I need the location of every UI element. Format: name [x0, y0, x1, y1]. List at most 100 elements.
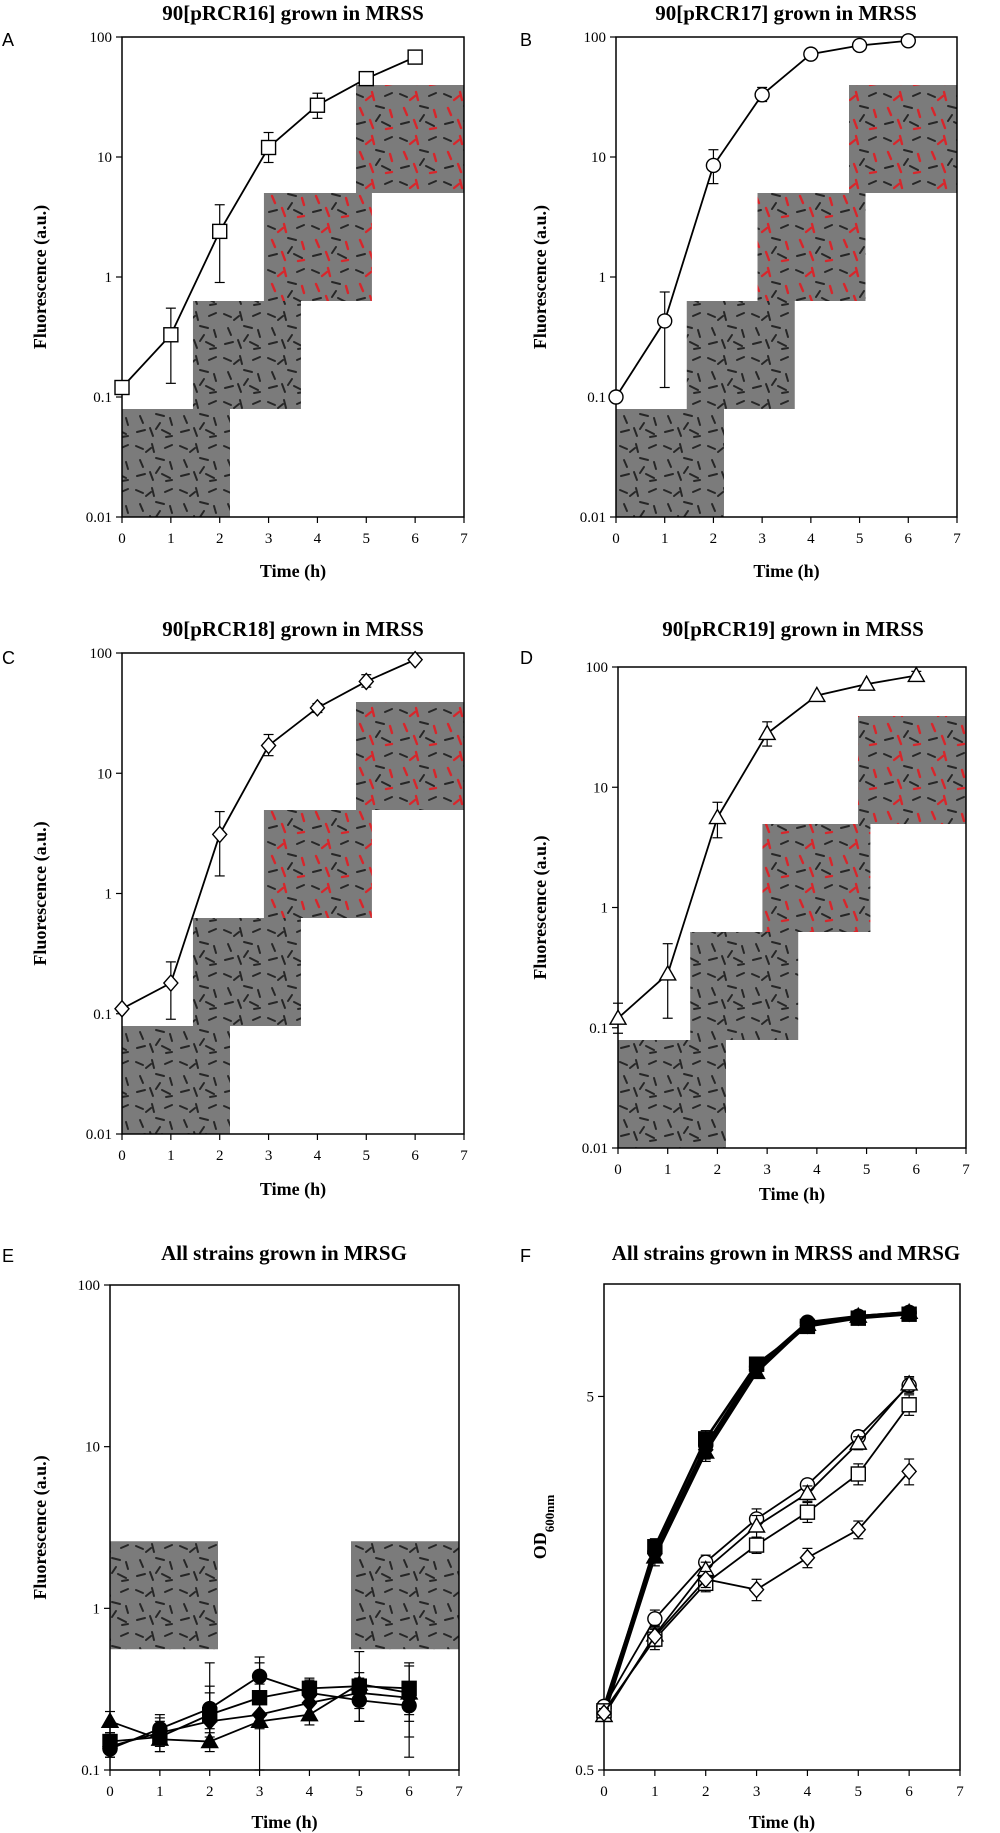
- data-point-diamond: [596, 1704, 612, 1723]
- panel-label: D: [520, 648, 533, 668]
- x-tick-label: 0: [106, 1784, 114, 1800]
- x-tick-label: 3: [265, 1148, 273, 1164]
- data-point-diamond: [901, 1462, 918, 1481]
- x-axis-label: Time (h): [753, 561, 819, 582]
- data-point-triangle: [807, 686, 827, 703]
- data-point-triangle: [658, 964, 677, 981]
- x-tick-label: 6: [905, 531, 913, 547]
- x-tick-label: 3: [763, 1162, 771, 1178]
- x-tick-label: 6: [411, 531, 419, 547]
- micrograph-inset: [618, 1040, 726, 1148]
- y-tick-label: 10: [97, 766, 112, 782]
- series-90[pRCR17]: [608, 33, 916, 405]
- micrograph-inset: [762, 824, 871, 932]
- data-point-circle: [851, 37, 868, 54]
- panel-label: A: [2, 30, 14, 50]
- data-point-diamond: [646, 1544, 663, 1563]
- data-point-diamond: [201, 1712, 218, 1731]
- x-tick-label: 7: [455, 1784, 463, 1800]
- data-point-square: [212, 223, 228, 240]
- data-point-diamond: [351, 1683, 368, 1702]
- x-tick-label: 3: [753, 1784, 761, 1800]
- x-tick-label: 4: [306, 1784, 314, 1800]
- y-tick-label: 10: [97, 150, 112, 166]
- y-tick-label: 0.01: [582, 1141, 608, 1157]
- data-point-circle: [647, 1611, 663, 1627]
- micrograph-inset: [757, 193, 866, 301]
- data-point-circle: [657, 313, 673, 329]
- micrograph-inset: [192, 301, 301, 409]
- data-point-square: [799, 1504, 816, 1520]
- data-point-diamond: [646, 1627, 663, 1646]
- y-axis-label: Fluorescence (a.u.): [30, 1455, 51, 1599]
- x-axis-label: Time (h): [260, 1179, 326, 1200]
- data-point-triangle: [798, 1484, 817, 1501]
- x-tick-label: 3: [758, 531, 766, 547]
- data-point-diamond: [901, 1304, 918, 1323]
- x-tick-label: 5: [363, 1148, 371, 1164]
- data-point-triangle: [747, 1516, 766, 1533]
- data-point-diamond: [748, 1360, 765, 1379]
- panel-a: 0 1 2 3 4 5 6 7 0.01 0.1 1 10 100 90[pRCR16] grown in…: [2, 1, 468, 582]
- x-tick-label: 0: [614, 1162, 622, 1178]
- y-tick-label: 0.01: [580, 510, 606, 526]
- y-tick-label: 0.1: [93, 390, 112, 406]
- chart-title: 90[pRCR19] grown in MRSS: [662, 617, 924, 641]
- y-tick-label: 0.5: [575, 1763, 594, 1779]
- panel-label: E: [2, 1246, 14, 1266]
- x-tick-label: 2: [216, 1148, 224, 1164]
- x-tick-label: 7: [962, 1162, 970, 1178]
- x-tick-label: 2: [216, 531, 224, 547]
- data-point-diamond: [799, 1316, 816, 1335]
- micrograph-inset: [356, 85, 464, 193]
- series-open-diamond: [596, 1458, 918, 1723]
- data-point-diamond: [697, 1570, 714, 1589]
- micrograph-inset: [616, 409, 724, 517]
- x-tick-label: 6: [405, 1784, 413, 1800]
- data-point-triangle: [100, 1711, 120, 1729]
- x-tick-label: 6: [905, 1784, 913, 1800]
- panel-c: 0 1 2 3 4 5 6 7 0.01 0.1 1 10 100 90[pRCR18] grown in…: [2, 617, 468, 1200]
- x-tick-label: 4: [314, 531, 322, 547]
- data-point-diamond: [850, 1520, 867, 1539]
- x-tick-label: 0: [600, 1784, 608, 1800]
- data-point-circle: [705, 157, 722, 174]
- x-tick-label: 0: [118, 1148, 126, 1164]
- panel-label: F: [520, 1246, 531, 1266]
- y-tick-label: 5: [587, 1389, 595, 1405]
- data-point-triangle: [849, 1433, 868, 1450]
- x-axis-label: Time (h): [251, 1812, 317, 1833]
- data-point-square: [114, 379, 130, 396]
- data-point-circle: [608, 389, 624, 405]
- y-axis-label: Fluorescence (a.u.): [530, 835, 551, 979]
- data-point-diamond: [211, 825, 228, 844]
- data-point-diamond: [260, 736, 277, 755]
- x-tick-label: 5: [363, 531, 371, 547]
- x-tick-label: 2: [710, 531, 718, 547]
- y-axis-label: Fluorescence (a.u.): [530, 205, 551, 349]
- series-90[pRCR19]: [608, 666, 926, 1034]
- y-tick-label: 1: [601, 901, 609, 917]
- x-tick-label: 3: [256, 1784, 264, 1800]
- y-tick-label: 10: [593, 780, 608, 796]
- chart-title: All strains grown in MRSG: [161, 1241, 407, 1265]
- x-tick-label: 5: [356, 1784, 364, 1800]
- data-point-square: [407, 49, 423, 65]
- x-tick-label: 2: [714, 1162, 722, 1178]
- x-tick-label: 4: [314, 1148, 322, 1164]
- data-point-diamond: [799, 1548, 816, 1567]
- x-tick-label: 1: [156, 1784, 164, 1800]
- x-axis-label: Time (h): [759, 1184, 825, 1205]
- panel-label: C: [2, 648, 15, 668]
- chart-title: All strains grown in MRSS and MRSG: [612, 1241, 961, 1265]
- x-tick-label: 5: [855, 1784, 863, 1800]
- micrograph-inset: [686, 301, 795, 409]
- y-tick-label: 1: [105, 270, 113, 286]
- x-tick-label: 2: [206, 1784, 214, 1800]
- series-90[pRCR18]: [114, 650, 424, 1020]
- panel-f: 0 1 2 3 4 5 6 7 0.5 5 All strains grown in MRSS an…: [520, 1241, 964, 1833]
- y-axis-label: OD600nm: [530, 1495, 557, 1560]
- micrograph-inset: [356, 702, 464, 810]
- data-point-diamond: [309, 698, 326, 717]
- x-tick-label: 5: [863, 1162, 871, 1178]
